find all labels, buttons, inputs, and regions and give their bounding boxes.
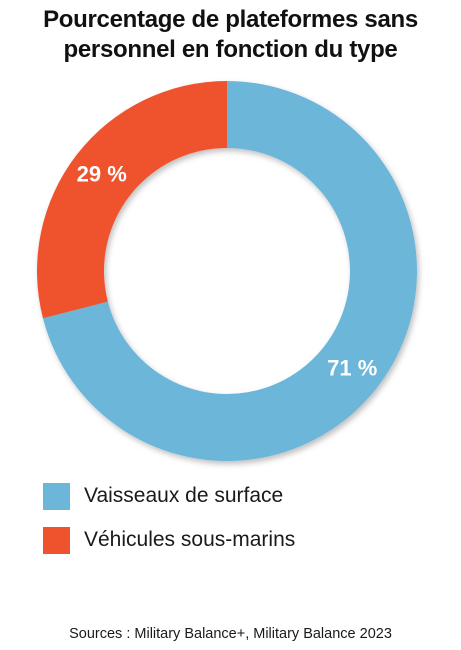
donut-label-1: 29 % — [77, 161, 127, 186]
donut-chart: 71 % 29 % — [36, 81, 418, 461]
legend-item-underwater: Véhicules sous-marins — [43, 526, 295, 554]
chart-title: Pourcentage de plateformes sans personne… — [0, 5, 461, 65]
chart-title-line-1: Pourcentage de plateformes sans — [43, 6, 418, 33]
legend-label-surface: Vaisseaux de surface — [84, 484, 284, 507]
legend: Vaisseaux de surface Véhicules sous-mari… — [43, 482, 295, 570]
legend-swatch-underwater — [43, 526, 70, 554]
legend-swatch-surface — [43, 482, 70, 510]
legend-label-underwater: Véhicules sous-marins — [84, 528, 296, 551]
donut-slice-0 — [42, 81, 418, 461]
donut-label-0: 71 % — [327, 356, 377, 381]
donut-slice-1 — [36, 81, 227, 319]
source-note: Sources : Military Balance+, Military Ba… — [69, 626, 392, 642]
chart-title-line-2: personnel en fonction du type — [63, 36, 398, 63]
legend-item-surface: Vaisseaux de surface — [43, 482, 295, 510]
